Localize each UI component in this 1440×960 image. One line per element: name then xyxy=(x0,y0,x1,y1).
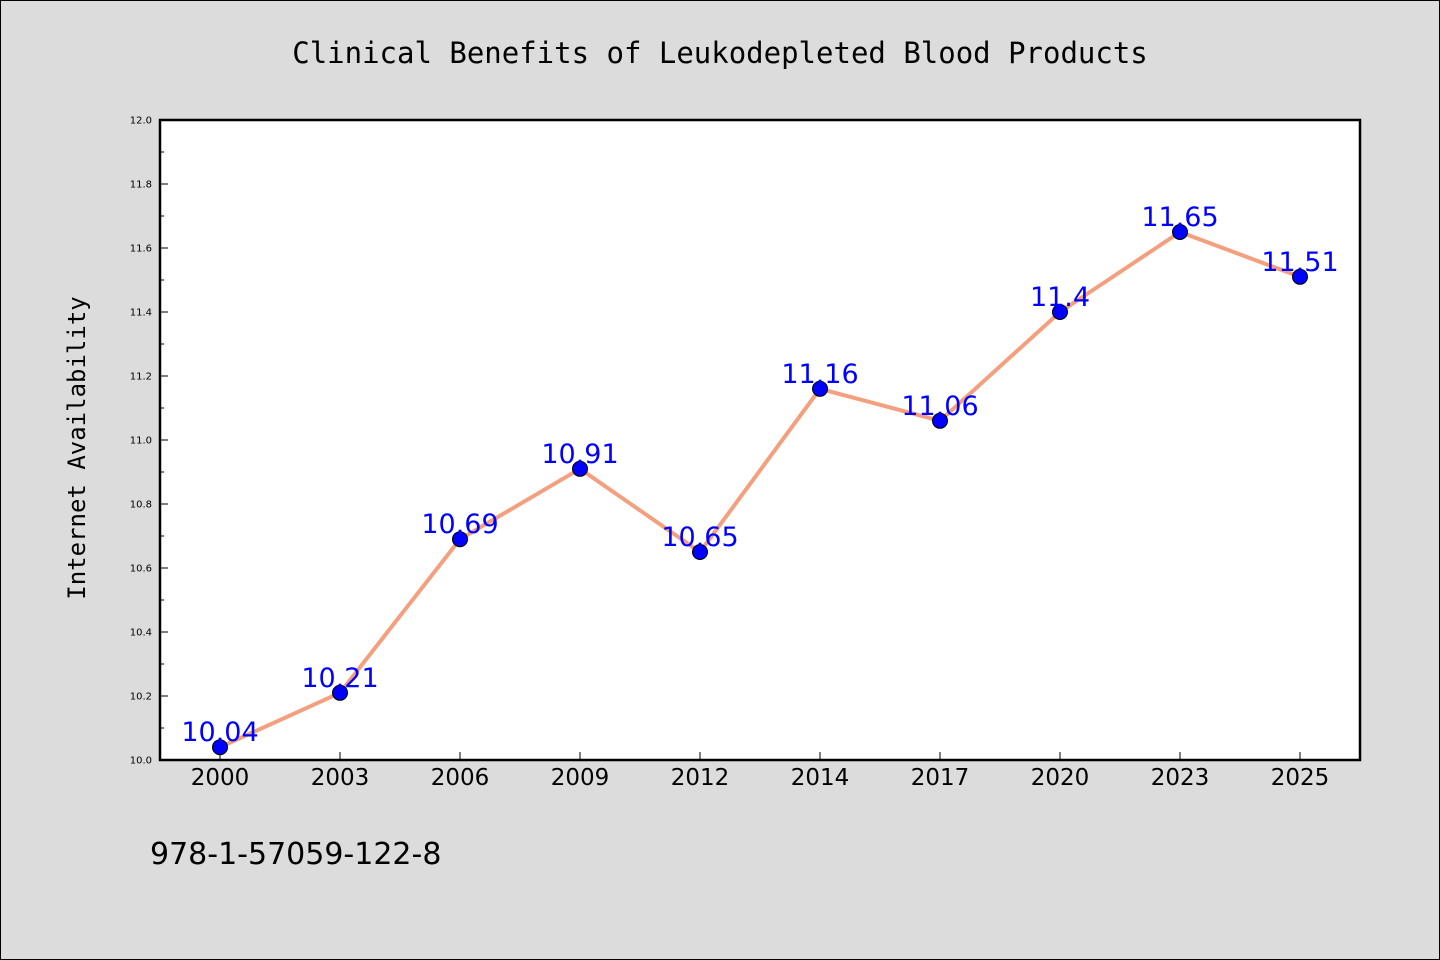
x-tick-label-0: 2000 xyxy=(191,765,250,791)
y-tick-label-10: 12.0 xyxy=(130,116,152,127)
x-tick-label-6: 2017 xyxy=(911,765,970,791)
plot-area xyxy=(158,118,1362,762)
y-tick-label-4: 10.8 xyxy=(130,500,152,511)
data-point-0-8 xyxy=(1172,224,1188,240)
x-tick-label-8: 2023 xyxy=(1151,765,1210,791)
data-label-0-5: 11.16 xyxy=(781,359,858,390)
data-label-0-7: 11.4 xyxy=(1030,282,1090,313)
y-tick-label-6: 11.2 xyxy=(130,372,152,383)
y-tick-label-1: 10.2 xyxy=(130,692,152,703)
y-axis-label: Internet Availability xyxy=(63,296,91,599)
y-tick-label-3: 10.6 xyxy=(130,564,152,575)
series-line-0 xyxy=(218,230,1302,750)
series-layer xyxy=(212,224,1308,756)
data-label-0-4: 10.65 xyxy=(661,522,738,553)
isbn-footer: 978-1-57059-122-8 xyxy=(150,837,441,872)
data-label-0-6: 11.06 xyxy=(901,391,978,422)
y-tick-label-2: 10.4 xyxy=(130,628,152,639)
chart-title: Clinical Benefits of Leukodepleted Blood… xyxy=(292,36,1148,70)
x-tick-label-9: 2025 xyxy=(1271,765,1330,791)
y-tick-label-0: 10.0 xyxy=(130,756,152,767)
data-point-0-6 xyxy=(932,412,948,429)
x-tick-label-1: 2003 xyxy=(311,765,370,791)
y-axis-ticks: 10.0 10.2 10.4 10.6 10.8 11.0 11.2 11.4 11.6 11.8… xyxy=(130,116,168,767)
data-point-0-7 xyxy=(1052,304,1068,320)
data-label-0-8: 11.65 xyxy=(1141,202,1218,233)
data-point-0-2 xyxy=(452,531,468,548)
data-label-0-0: 10.04 xyxy=(181,717,258,748)
data-label-0-9: 11.51 xyxy=(1261,247,1338,278)
data-label-0-1: 10.21 xyxy=(301,663,378,694)
data-labels-layer: 10.04 10.21 10.69 10.91 10.65 11.16 11.06 11.4 1… xyxy=(181,202,1338,748)
x-tick-label-2: 2006 xyxy=(431,765,490,791)
data-point-0-4 xyxy=(692,544,708,560)
data-point-0-3 xyxy=(572,460,588,477)
x-tick-label-7: 2020 xyxy=(1031,765,1090,791)
x-tick-label-4: 2012 xyxy=(671,765,730,791)
x-axis-ticks: 2000 2003 2006 2009 2012 2014 2017 2020 2023 2025 xyxy=(191,752,1330,791)
data-point-0-9 xyxy=(1292,268,1308,285)
data-label-0-2: 10.69 xyxy=(421,509,498,540)
y-tick-label-8: 11.6 xyxy=(130,244,152,255)
data-label-0-3: 10.91 xyxy=(541,439,618,470)
data-point-0-1 xyxy=(332,684,348,701)
y-tick-label-7: 11.4 xyxy=(130,308,152,319)
data-point-0-0 xyxy=(212,739,228,756)
y-tick-label-9: 11.8 xyxy=(130,180,152,191)
data-point-0-5 xyxy=(812,380,828,397)
x-tick-label-5: 2014 xyxy=(791,765,850,791)
y-tick-label-5: 11.0 xyxy=(130,436,152,447)
x-tick-label-3: 2009 xyxy=(551,765,610,791)
